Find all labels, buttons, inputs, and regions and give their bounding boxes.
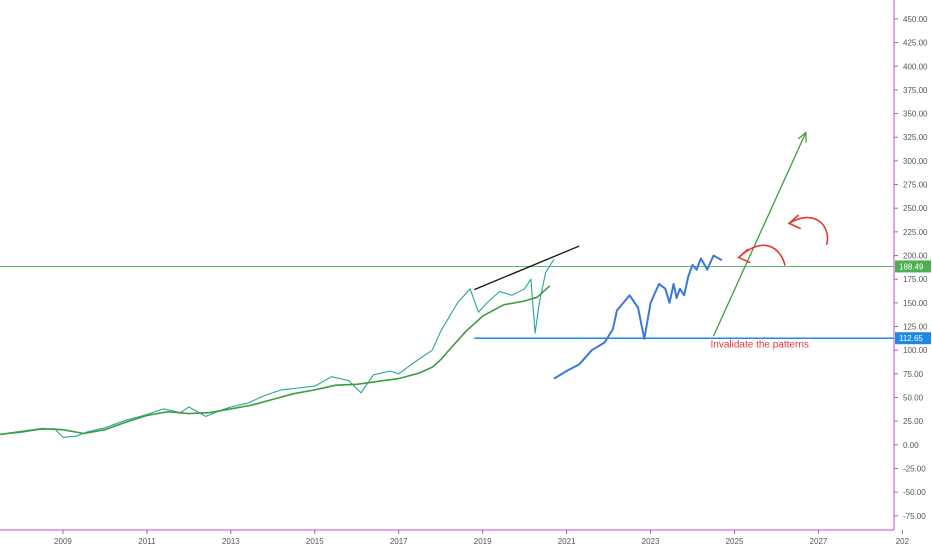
price-label-text: 112.65: [899, 334, 923, 343]
curved-arrow-head-1: [737, 248, 751, 264]
price-label-text: 188.49: [899, 262, 924, 271]
y-tick-label: 375.00: [903, 86, 928, 95]
y-tick-label: 275.00: [903, 181, 928, 190]
x-tick-label: 2011: [138, 537, 156, 546]
x-tick-label: 2017: [390, 537, 408, 546]
price-label-box: [895, 260, 931, 273]
curved-arrow-2[interactable]: [788, 216, 829, 245]
y-tick-label: 125.00: [903, 323, 928, 332]
x-tick-label: 2009: [54, 537, 72, 546]
y-tick-label: 400.00: [903, 62, 928, 71]
price-labels: 188.49 112.65: [895, 260, 931, 345]
y-tick-label: 250.00: [903, 204, 928, 213]
curved-arrow-head-2: [787, 214, 801, 230]
y-tick-label: -50.00: [903, 488, 926, 497]
y-tick-label: 300.00: [903, 157, 928, 166]
x-tick-label: 2013: [222, 537, 240, 546]
annotation-text: Invalidate the patterns: [710, 339, 808, 350]
y-tick-label: 225.00: [903, 228, 928, 237]
x-tick-label: 202: [896, 537, 910, 546]
y-tick-label: 75.00: [903, 370, 924, 379]
forecast-arrow-line[interactable]: [712, 132, 807, 337]
y-tick-label: 0.00: [903, 441, 919, 450]
y-tick-label: 450.00: [903, 15, 928, 24]
moving-average-series: [0, 285, 551, 436]
y-tick-label: -25.00: [903, 464, 926, 473]
x-tick-label: 2023: [642, 537, 660, 546]
x-tick-label: 2015: [306, 537, 324, 546]
y-tick-label: 150.00: [903, 299, 928, 308]
price-axis[interactable]: -75.00 -50.00 -25.00 0.00 25.00 50.00 75.00 100…: [893, 0, 928, 530]
x-tick-label: 2027: [810, 537, 828, 546]
series-layer: Invalidate the patterns: [0, 131, 894, 438]
y-tick-label: 50.00: [903, 394, 924, 403]
price-series: [0, 259, 555, 438]
y-tick-label: 25.00: [903, 417, 924, 426]
projected-price-path-series: [553, 254, 723, 380]
x-tick-label: 2019: [474, 537, 492, 546]
x-tick-label: 2025: [726, 537, 744, 546]
forecast-arrow-head: [797, 131, 807, 143]
resistance-line[interactable]: [474, 245, 580, 291]
y-tick-label: 425.00: [903, 39, 928, 48]
y-tick-label: -75.00: [903, 512, 926, 521]
price-label-box: [895, 332, 931, 345]
y-tick-label: 325.00: [903, 133, 928, 142]
time-axis[interactable]: 2009 2011 2013 2015 2017 2019 2021 2023 2025 2027…: [0, 529, 910, 546]
y-tick-label: 175.00: [903, 275, 928, 284]
y-tick-label: 200.00: [903, 252, 928, 261]
y-tick-label: 350.00: [903, 110, 928, 119]
x-tick-label: 2021: [558, 537, 576, 546]
y-tick-label: 100.00: [903, 346, 928, 355]
